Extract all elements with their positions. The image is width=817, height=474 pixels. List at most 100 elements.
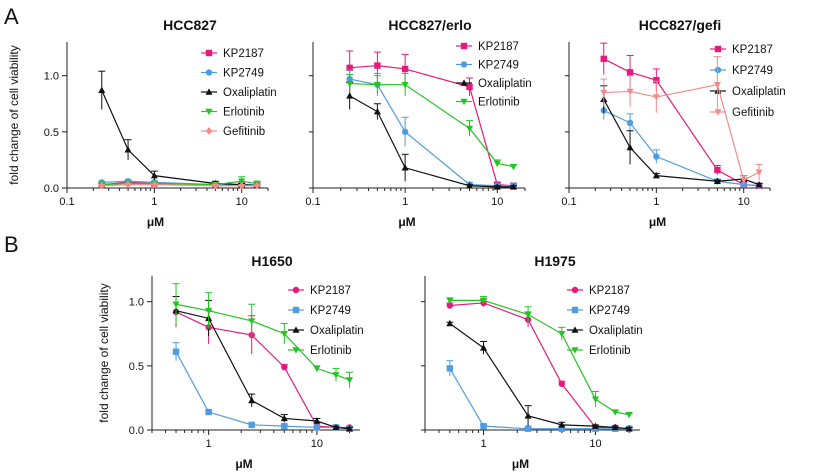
legend-entry: Oxaliplatin xyxy=(710,86,786,98)
data-point xyxy=(248,318,256,325)
legend-marker xyxy=(571,326,579,333)
data-point xyxy=(755,169,763,176)
data-point xyxy=(524,412,532,419)
data-point xyxy=(124,180,132,189)
data-point xyxy=(205,408,212,416)
legend-entry: KP2749 xyxy=(201,68,264,80)
data-point xyxy=(480,297,488,305)
data-point xyxy=(446,365,454,372)
x-tick-label: 1 xyxy=(151,196,157,208)
data-point xyxy=(280,331,288,338)
data-point xyxy=(346,64,353,72)
data-point xyxy=(626,69,634,76)
data-point xyxy=(600,55,607,63)
legend-marker xyxy=(714,45,722,53)
legend-label: Erlotinib xyxy=(310,345,352,357)
data-point xyxy=(345,377,354,384)
series-line xyxy=(349,95,514,188)
data-point xyxy=(373,107,381,115)
legend-label: Erlotinib xyxy=(223,107,265,119)
legend-label: KP2749 xyxy=(589,305,630,317)
data-point xyxy=(401,128,409,136)
data-point xyxy=(480,422,487,430)
panel-label-b: B xyxy=(4,232,19,257)
legend-label: KP2187 xyxy=(732,44,773,56)
data-point xyxy=(625,411,633,419)
legend-entry: KP2749 xyxy=(567,305,630,317)
series-line xyxy=(349,82,514,168)
legend-marker xyxy=(292,347,300,354)
legend-entry: Erlotinib xyxy=(288,345,352,357)
legend-marker xyxy=(460,98,468,106)
data-point xyxy=(600,89,608,97)
legend-label: Oxaliplatin xyxy=(478,78,532,90)
data-point xyxy=(740,177,748,184)
data-point xyxy=(313,424,321,431)
data-point xyxy=(493,160,501,167)
legend-label: Gefitinib xyxy=(732,107,774,119)
series-kp2187 xyxy=(446,298,633,432)
data-point xyxy=(238,178,246,185)
data-point xyxy=(558,380,565,387)
x-tick-label: 1 xyxy=(402,196,408,208)
series-oxaliplatin xyxy=(446,319,633,432)
data-point xyxy=(172,348,180,355)
data-point xyxy=(626,143,634,151)
data-point xyxy=(509,183,518,190)
chart-title: HCC827/erlo xyxy=(388,17,471,33)
legend-entry: Gefitinib xyxy=(710,107,774,119)
data-point xyxy=(332,372,340,379)
data-point xyxy=(248,396,256,404)
data-point xyxy=(238,181,245,190)
legend-marker xyxy=(714,66,722,74)
x-tick-label: 0.1 xyxy=(305,196,320,208)
legend-label: KP2187 xyxy=(223,48,264,60)
x-axis-label: μM xyxy=(398,215,415,229)
data-point xyxy=(281,422,288,430)
x-tick-label: 0.1 xyxy=(59,196,74,208)
legend-marker xyxy=(292,326,300,333)
data-point xyxy=(713,177,721,184)
data-point xyxy=(466,125,474,133)
series-line xyxy=(603,98,760,186)
series-line xyxy=(449,322,630,430)
x-tick-label: 1 xyxy=(480,438,486,450)
x-tick-label: 1 xyxy=(653,196,659,208)
legend-label: KP2749 xyxy=(732,65,773,77)
data-point xyxy=(205,307,213,315)
y-axis-label: fold change of cell viability xyxy=(97,283,111,422)
data-point xyxy=(466,83,473,91)
chart-3: H1650 1 10 0.0 0.5 1.0 μM fold change of cell v… xyxy=(97,253,364,471)
panel-label-a: A xyxy=(4,4,19,29)
data-point xyxy=(373,81,381,89)
data-point xyxy=(493,183,501,190)
series-gefitinib xyxy=(600,56,763,185)
data-point xyxy=(713,81,721,89)
legend-label: Oxaliplatin xyxy=(589,325,643,337)
series-erlotinib xyxy=(446,296,633,419)
data-point xyxy=(446,297,454,305)
data-point xyxy=(524,425,532,432)
x-tick-label: 1 xyxy=(206,438,212,450)
x-tick-label: 0.1 xyxy=(561,196,576,208)
legend-label: Erlotinib xyxy=(589,345,631,357)
data-point xyxy=(212,181,219,190)
legend-entry: Erlotinib xyxy=(201,107,265,119)
legend-entry: KP2749 xyxy=(288,305,351,317)
legend-marker xyxy=(460,61,468,68)
legend-entry: Erlotinib xyxy=(567,345,631,357)
legend-label: KP2187 xyxy=(478,41,519,53)
data-point xyxy=(509,163,518,171)
legend-label: KP2749 xyxy=(478,60,519,72)
data-point xyxy=(480,344,488,351)
legend-marker xyxy=(460,42,468,50)
data-point xyxy=(466,182,474,189)
chart-4: H1975 1 10 μM KP2187 KP2749 Oxaliplatin Erlotin… xyxy=(421,253,643,471)
x-tick-label: 10 xyxy=(311,438,323,450)
data-point xyxy=(524,311,532,319)
x-axis-label: μM xyxy=(235,457,252,471)
chart-1: HCC827/erlo 0.1 1 10 μM KP2187 KP2749 Oxaliplat… xyxy=(305,17,531,229)
legend-entry: Oxaliplatin xyxy=(456,78,532,90)
series-kp2749 xyxy=(446,360,633,432)
